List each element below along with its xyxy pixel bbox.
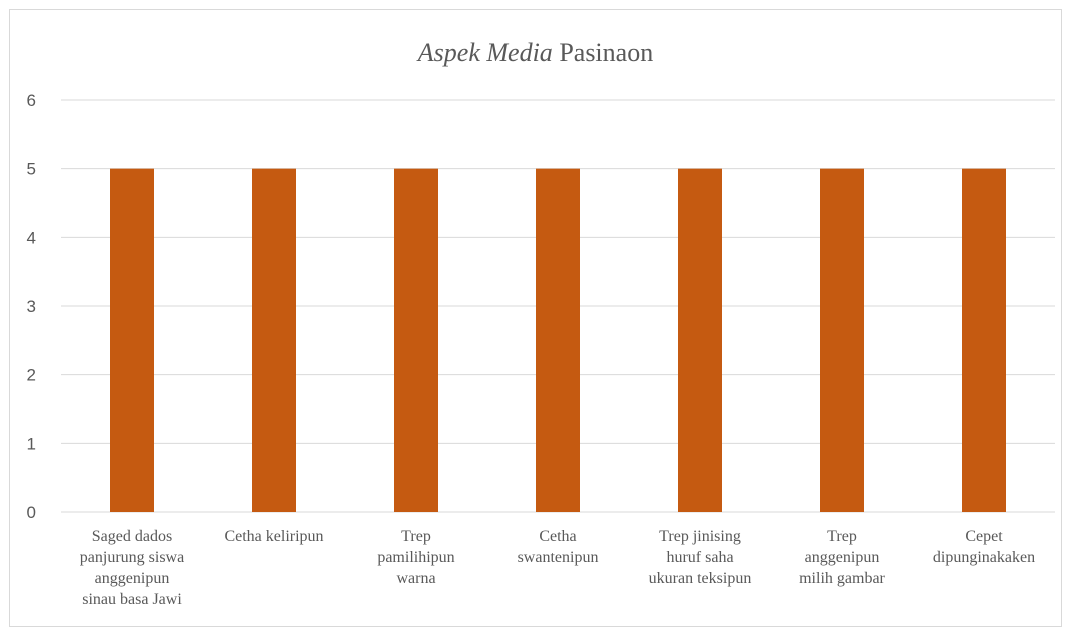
y-tick-label: 5 bbox=[27, 160, 36, 179]
bar bbox=[820, 168, 864, 512]
x-category-label: Trep anggenipun milih gambar bbox=[799, 528, 885, 587]
x-category-label: Cepet dipunginakaken bbox=[933, 528, 1035, 566]
y-tick-label: 3 bbox=[27, 297, 36, 316]
x-category-label: Cetha swantenipun bbox=[518, 528, 599, 566]
bar bbox=[110, 168, 154, 512]
x-category-label: Saged dados panjurung siswa anggenipun sina… bbox=[80, 528, 184, 608]
chart-title-rest: Pasinaon bbox=[552, 38, 654, 67]
y-tick-label: 2 bbox=[27, 366, 36, 385]
bar bbox=[536, 168, 580, 512]
bar bbox=[962, 168, 1006, 512]
x-category-label: Trep pamilihipun warna bbox=[377, 528, 454, 587]
y-tick-label: 1 bbox=[27, 434, 36, 453]
x-category-label: Cetha keliripun bbox=[224, 528, 323, 545]
y-tick-label: 0 bbox=[27, 503, 36, 522]
chart-frame bbox=[9, 9, 1062, 627]
x-category-label: Trep jinising huruf saha ukuran teksipun bbox=[649, 528, 752, 587]
y-tick-label: 4 bbox=[27, 228, 36, 247]
bar bbox=[252, 168, 296, 512]
bar bbox=[394, 168, 438, 512]
chart-title: Aspek Media Pasinaon bbox=[0, 38, 1071, 68]
chart-title-italic: Aspek Media bbox=[417, 38, 553, 67]
bar bbox=[678, 168, 722, 512]
y-tick-label: 6 bbox=[27, 91, 36, 110]
